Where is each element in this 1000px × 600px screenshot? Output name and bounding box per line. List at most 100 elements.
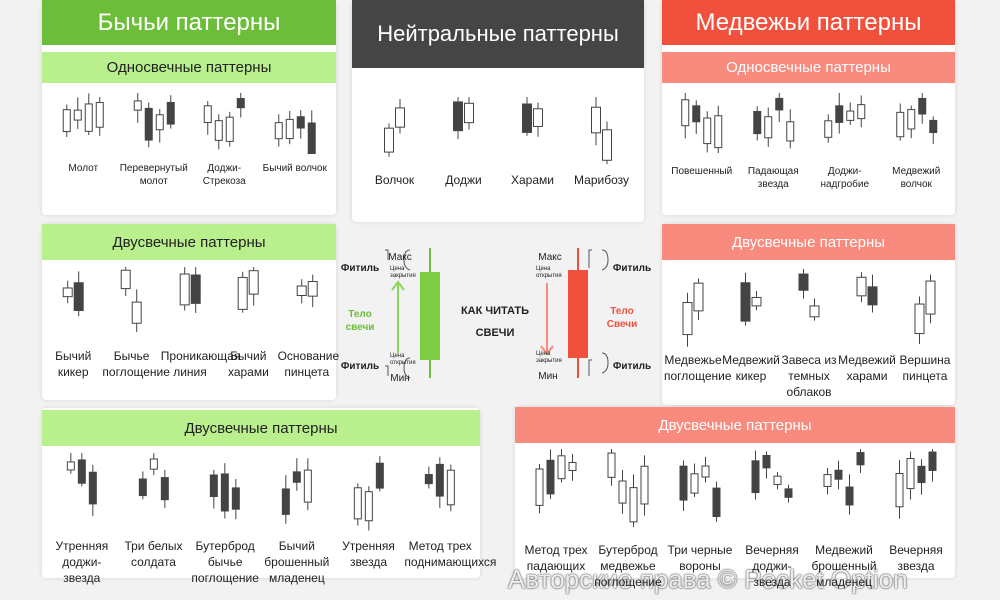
pattern-label: Падающая звезда	[747, 166, 799, 190]
guide-brackets	[385, 249, 609, 379]
candle-body	[823, 474, 832, 487]
pattern-candles	[210, 463, 241, 520]
candle-body	[774, 97, 783, 111]
pattern-label: Повешенный	[671, 166, 733, 177]
candle-body	[166, 101, 175, 125]
pattern-candles	[425, 457, 456, 512]
candle-body	[784, 488, 793, 498]
candle-body	[703, 117, 712, 145]
pattern-label: Метод трех падающих	[524, 543, 588, 573]
bull-arrow-head	[391, 280, 405, 291]
pattern-label: Медвежье поглощение	[664, 353, 732, 383]
pattern-label: Проникающая линия	[160, 349, 241, 379]
candle-body	[237, 276, 248, 310]
pattern-candles	[203, 93, 245, 150]
candle-body	[522, 103, 532, 133]
bull-open: Цена открытия	[390, 353, 416, 366]
pattern-label: Три белых солдата	[124, 539, 183, 569]
candle-body	[752, 111, 761, 135]
candle-body	[203, 105, 212, 123]
pattern-label: Молот	[68, 163, 99, 174]
candle-body	[121, 269, 132, 290]
candle-body	[384, 127, 394, 153]
candle-body	[692, 105, 701, 123]
candle-body	[84, 103, 93, 132]
pattern-candles	[384, 98, 405, 157]
pattern-candles	[138, 453, 169, 509]
pattern-candles	[591, 97, 612, 165]
candle-body	[681, 99, 690, 127]
candle-body	[914, 303, 925, 335]
candle-body	[232, 487, 241, 510]
pattern-candles	[681, 93, 723, 153]
candle-body	[307, 281, 318, 297]
candle-body	[773, 475, 782, 485]
candle-body	[160, 477, 169, 501]
bull-wick-bottom: Фитиль	[340, 361, 380, 372]
candle-body	[693, 282, 704, 312]
pattern-candles	[751, 450, 793, 503]
pattern-candles	[66, 453, 97, 517]
pattern-candles	[121, 267, 143, 333]
pattern-label: Бычий брошенный младенец	[264, 539, 330, 585]
candle-body	[210, 474, 219, 498]
pattern-label: Бычий волчок	[262, 163, 327, 174]
candle-body	[917, 97, 926, 115]
pattern-label: Основание пинцета	[277, 349, 340, 379]
pattern-label: Бутерброд медвежье поглощение	[594, 543, 662, 589]
bearish-double-title: Двусвечные паттерны	[662, 224, 955, 260]
candle-body	[906, 457, 915, 490]
candle-body	[95, 102, 104, 128]
candle-body	[292, 471, 301, 483]
bull-wick-top: Фитиль	[340, 263, 380, 274]
candle-body	[296, 285, 307, 297]
pattern-candles	[823, 449, 865, 515]
candle-body	[285, 118, 294, 140]
pattern-candles	[914, 274, 936, 344]
bull-low: Мин	[390, 373, 410, 384]
guide-title: КАК ЧИТАТЬ СВЕЧИ	[460, 305, 530, 339]
pattern-candles	[522, 97, 543, 137]
candle-body	[155, 114, 164, 131]
candle-body	[712, 487, 721, 518]
candle-body	[303, 469, 312, 503]
pattern-label: Три черные вороны	[667, 543, 733, 573]
candle-body	[679, 465, 688, 501]
candle-body	[62, 109, 71, 133]
candle-body	[179, 273, 190, 306]
pattern-label: Метод трех поднимающихся	[404, 539, 497, 569]
candle-body	[740, 282, 751, 322]
pattern-label: Вершина пинцета	[899, 353, 951, 383]
pattern-candles	[535, 449, 577, 514]
bull-high: Макс	[388, 252, 412, 263]
pattern-candles	[133, 93, 175, 148]
candle-body	[824, 120, 833, 138]
pattern-label: Медвежий волчок	[892, 166, 941, 190]
pattern-candles	[353, 456, 384, 531]
candle-body	[682, 302, 693, 336]
candle-body	[221, 473, 230, 512]
candle-body	[557, 455, 566, 480]
pattern-label: Перевернутый молот	[119, 163, 188, 187]
pattern-label: Вечерняя звезда	[889, 543, 943, 573]
candle-body	[867, 286, 878, 306]
candle-body	[464, 102, 474, 124]
candle-body	[62, 287, 73, 298]
candle-body	[834, 469, 843, 480]
candle-body	[591, 106, 601, 134]
candle-body	[629, 487, 638, 523]
bear-body	[568, 270, 588, 358]
pattern-label: Завеса из темных облаков	[781, 353, 837, 399]
pattern-label: Доджи	[445, 173, 482, 187]
candle-body	[917, 465, 926, 484]
pattern-label: Вечерняя доджи-звезда	[745, 543, 799, 589]
neutral-title: Нейтральные паттерны	[352, 0, 644, 68]
candle-body	[248, 270, 259, 295]
candle-body	[274, 122, 283, 140]
pattern-label: Утренняя доджи-звезда	[55, 539, 109, 585]
bullish-triple-title: Двусвечные паттерны	[42, 410, 480, 446]
candle-body	[144, 107, 153, 141]
candle-body	[690, 473, 699, 494]
candle-body	[447, 469, 456, 506]
candle-body	[225, 116, 234, 142]
